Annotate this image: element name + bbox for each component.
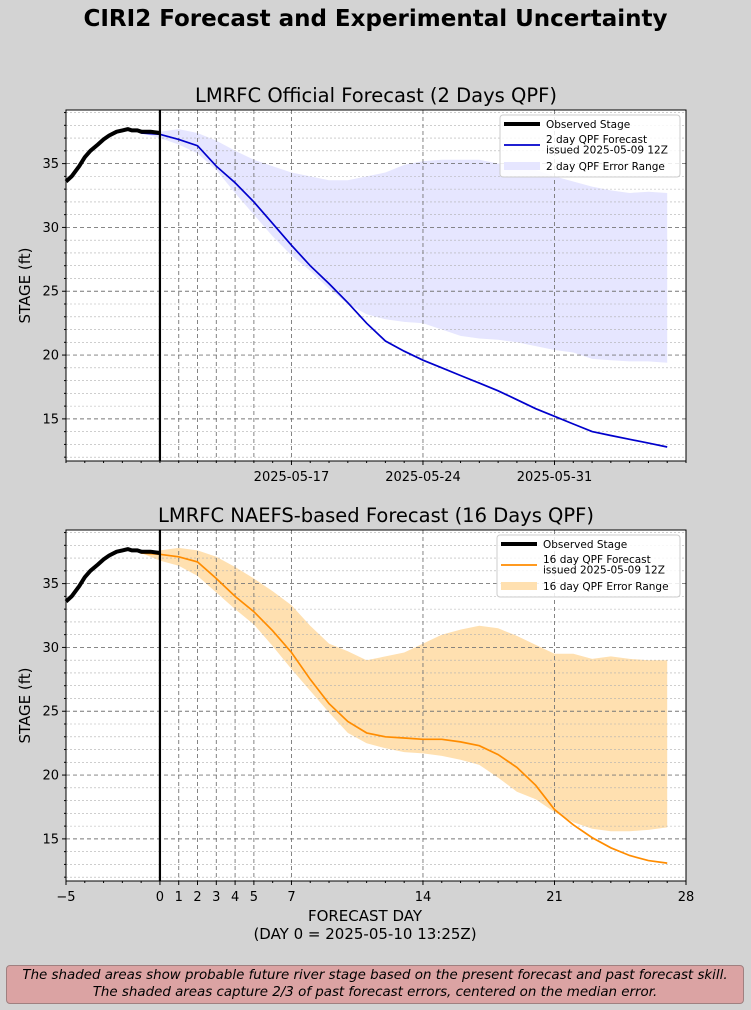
- x-tick-label: 1: [175, 890, 183, 905]
- legend-label-band: 2 day QPF Error Range: [546, 161, 665, 173]
- x-tick-label: 4: [231, 890, 239, 905]
- observed-stage-line: [64, 127, 161, 183]
- y-tick-label: 35: [42, 577, 59, 592]
- x-tick-label: 2025-05-24: [385, 470, 461, 485]
- x-tick-label: 7: [287, 890, 295, 905]
- legend-swatch-band: [504, 162, 540, 170]
- legend-label-forecast: 2 day QPF Forecast: [546, 134, 647, 146]
- y-tick-label: 15: [42, 832, 59, 847]
- x-tick-label: 21: [546, 890, 563, 905]
- x-tick-label: 2: [193, 890, 201, 905]
- x-tick-label: 2025-05-31: [517, 470, 593, 485]
- x-tick-label: 5: [250, 890, 258, 905]
- y-axis-label: STAGE (ft): [16, 668, 34, 744]
- footer-note: The shaded areas show probable future ri…: [6, 965, 744, 1004]
- official-forecast-chart: 15 20 25 30 35 2025-05-17 2025-05-24 2025-05-31…: [16, 84, 687, 485]
- observed-stage-line: [64, 547, 161, 603]
- y-tick-label: 25: [42, 705, 59, 720]
- legend-box: [499, 114, 681, 178]
- axes-frame: [65, 529, 687, 882]
- legend-label-forecast: 16 day QPF Forecast: [543, 554, 651, 566]
- axes-frame: [65, 109, 687, 462]
- legend-label-observed: Observed Stage: [546, 119, 630, 131]
- y-axis-label: STAGE (ft): [16, 248, 34, 324]
- y-tick-label: 35: [42, 157, 59, 172]
- y-tick-label: 15: [42, 412, 59, 427]
- legend-label-forecast-issued: issued 2025-05-09 12Z: [546, 145, 668, 157]
- legend-swatch-band: [501, 582, 537, 590]
- legend-label-observed: Observed Stage: [543, 539, 627, 551]
- footer-line-2: The shaded areas capture 2/3 of past for…: [92, 985, 658, 1000]
- x-axis-sublabel: (DAY 0 = 2025-05-10 13:25Z): [253, 925, 476, 943]
- x-tick-label: 28: [678, 890, 695, 905]
- x-tick-label: 2025-05-17: [254, 470, 330, 485]
- y-tick-label: 30: [42, 641, 59, 656]
- chart-title: LMRFC NAEFS-based Forecast (16 Days QPF): [158, 504, 594, 527]
- y-tick-label: 20: [42, 349, 59, 364]
- legend-label-band: 16 day QPF Error Range: [543, 581, 669, 593]
- legend-box: [496, 534, 681, 598]
- x-tick-label: 3: [212, 890, 220, 905]
- x-tick-label: 0: [156, 890, 164, 905]
- legend-label-forecast-issued: issued 2025-05-09 12Z: [543, 565, 665, 577]
- error-range-band: [141, 547, 668, 832]
- y-tick-label: 30: [42, 221, 59, 236]
- forecast-line: [141, 132, 668, 448]
- x-tick-label: −5: [56, 890, 75, 905]
- x-tick-label: 14: [415, 890, 432, 905]
- chart-title: LMRFC Official Forecast (2 Days QPF): [195, 84, 557, 107]
- x-axis-label: FORECAST DAY: [308, 907, 423, 925]
- y-tick-label: 25: [42, 285, 59, 300]
- naefs-forecast-chart: 15 20 25 30 35 −5 0 1 2 3 4 5 7 14 21 28 LMRFC NAEFS-bas…: [16, 504, 694, 943]
- y-tick-label: 20: [42, 769, 59, 784]
- figure-title: CIRI2 Forecast and Experimental Uncertai…: [83, 6, 668, 32]
- footer-line-1: The shaded areas show probable future ri…: [22, 968, 728, 983]
- forecast-line: [141, 552, 668, 864]
